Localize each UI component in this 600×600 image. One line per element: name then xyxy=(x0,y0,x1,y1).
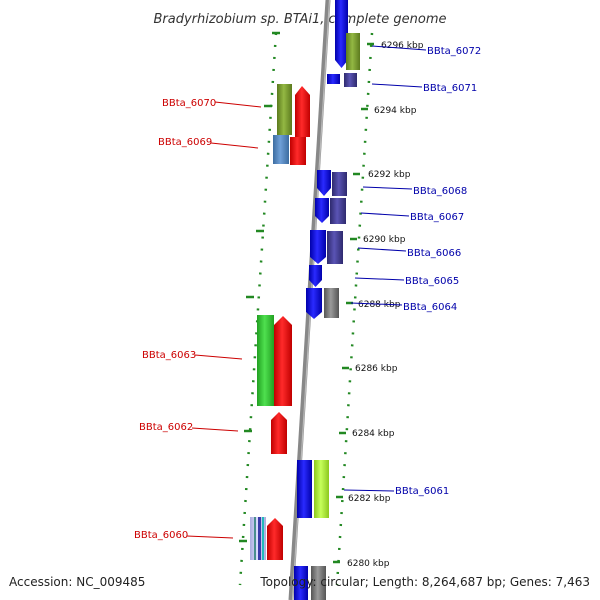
gene-arrow[interactable] xyxy=(271,412,287,454)
gene-label[interactable]: BBta_6065 xyxy=(405,276,459,287)
gene-block[interactable] xyxy=(324,288,339,318)
topology-label: Topology: circular; Length: 8,264,687 bp… xyxy=(259,575,590,589)
map-title: Bradyrhizobium sp. BTAi1, complete genom… xyxy=(153,12,446,27)
gene-label[interactable]: BBta_6067 xyxy=(410,212,464,223)
gene-label[interactable]: BBta_6069 xyxy=(158,137,212,148)
gene-label[interactable]: BBta_6064 xyxy=(403,302,457,313)
left-track-ticks xyxy=(239,31,280,543)
gene-block[interactable] xyxy=(344,73,357,87)
dotted-track-left xyxy=(238,32,278,586)
gene-label[interactable]: BBta_6061 xyxy=(395,486,449,497)
gene-block[interactable] xyxy=(332,172,347,196)
gene-block[interactable] xyxy=(277,84,292,135)
gene-arrow[interactable] xyxy=(295,86,310,137)
kbp-label: 6286 kbp xyxy=(355,364,398,374)
gene-label[interactable]: BBta_6063 xyxy=(142,350,196,361)
gene-label[interactable]: BBta_6071 xyxy=(423,83,477,94)
gene-arrow[interactable] xyxy=(267,518,283,560)
gene-arrow[interactable] xyxy=(335,0,348,68)
gene-label[interactable]: BBta_6062 xyxy=(139,422,193,433)
gene-block[interactable] xyxy=(327,231,343,264)
gene-blocks-left xyxy=(250,84,310,560)
gene-blocks-right xyxy=(294,0,360,600)
kbp-label: 6284 kbp xyxy=(352,429,395,439)
gene-arrow[interactable] xyxy=(317,170,331,196)
kbp-label: 6292 kbp xyxy=(368,170,411,180)
gene-label[interactable]: BBta_6068 xyxy=(413,186,467,197)
kbp-label: 6296 kbp xyxy=(381,41,424,51)
accession-label: Accession: NC_009485 xyxy=(9,575,145,589)
gene-block[interactable] xyxy=(346,33,360,70)
gene-block[interactable] xyxy=(273,135,289,164)
gene-block[interactable] xyxy=(257,315,274,406)
gene-arrow[interactable] xyxy=(309,265,322,287)
gene-arrow[interactable] xyxy=(274,316,292,406)
dotted-track-right xyxy=(335,32,374,586)
gene-label[interactable]: BBta_6060 xyxy=(134,530,188,541)
gene-arrow[interactable] xyxy=(327,74,340,84)
gene-arrow[interactable] xyxy=(297,460,312,518)
kbp-label: 6282 kbp xyxy=(348,494,391,504)
kbp-label: 6294 kbp xyxy=(374,106,417,116)
gene-arrow[interactable] xyxy=(306,288,322,319)
kbp-label: 6288 kbp xyxy=(358,300,401,310)
gene-arrow[interactable] xyxy=(290,137,306,165)
kbp-label: 6290 kbp xyxy=(363,235,406,245)
right-gene-labels: BBta_6072 BBta_6071 BBta_6068 BBta_6067 … xyxy=(343,45,481,497)
gene-block[interactable] xyxy=(314,460,329,518)
gene-block[interactable] xyxy=(330,198,346,224)
gene-label[interactable]: BBta_6066 xyxy=(407,248,461,259)
gene-block[interactable] xyxy=(311,566,326,600)
kbp-scale: 6296 kbp 6294 kbp 6292 kbp 6290 kbp 6288… xyxy=(333,41,424,569)
gene-label[interactable]: BBta_6072 xyxy=(427,46,481,57)
gene-block[interactable] xyxy=(294,566,308,600)
gene-arrow[interactable] xyxy=(310,230,326,264)
gene-label[interactable]: BBta_6070 xyxy=(162,98,216,109)
gene-arrow[interactable] xyxy=(315,198,329,223)
left-gene-labels: BBta_6070 BBta_6069 BBta_6063 BBta_6062 … xyxy=(134,98,262,541)
kbp-label: 6280 kbp xyxy=(347,559,390,569)
